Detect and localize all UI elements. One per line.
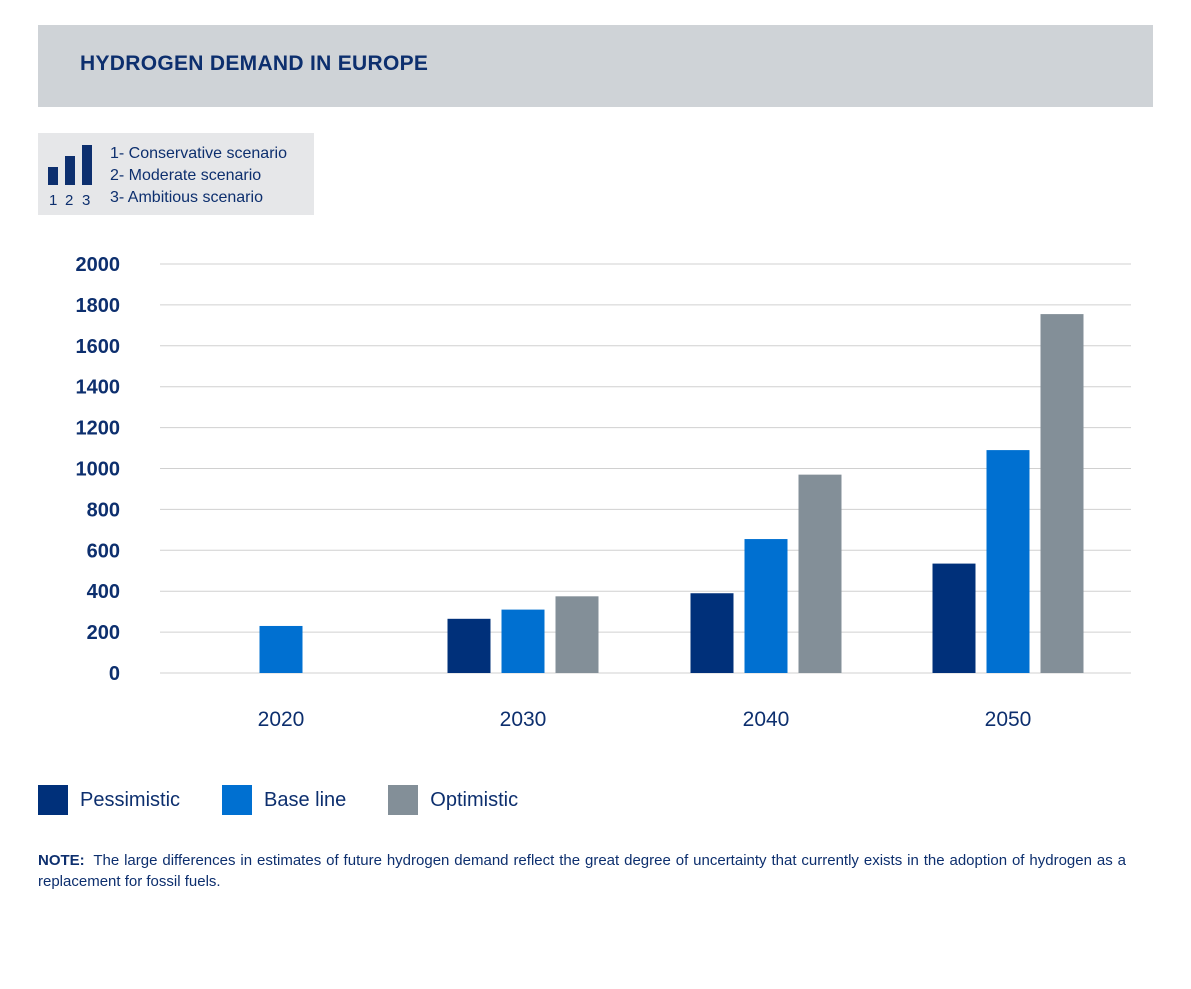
scenario-number-3: 3 <box>82 192 91 209</box>
y-tick-label-200: 200 <box>87 622 120 644</box>
bar-chart: 0 200 400 600 800 1000 1200 1400 1600 1800 2000 202… <box>76 254 1131 731</box>
scenario-icon-bar-1 <box>48 167 58 185</box>
legend-label-base-line: Base line <box>264 788 347 811</box>
footnote-label: NOTE: <box>38 852 85 869</box>
x-tick-label-2020: 2020 <box>258 708 305 731</box>
legend-label-pessimistic: Pessimistic <box>80 788 181 811</box>
y-tick-label-1800: 1800 <box>76 295 121 317</box>
y-tick-label-1600: 1600 <box>76 336 121 358</box>
y-tick-label-800: 800 <box>87 499 120 521</box>
legend-swatch-base-line <box>222 785 253 815</box>
bar-base-line-2030 <box>501 609 545 673</box>
y-tick-label-1200: 1200 <box>76 418 121 440</box>
y-tick-label-1400: 1400 <box>76 377 121 399</box>
legend-item-optimistic: Optimistic <box>388 785 518 815</box>
y-tick-label-400: 400 <box>87 581 120 603</box>
scenario-icon-bar-2 <box>65 156 75 185</box>
chart-title: HYDROGEN DEMAND IN EUROPE <box>80 52 429 75</box>
y-tick-label-2000: 2000 <box>76 254 121 276</box>
scenario-line-moderate: 2- Moderate scenario <box>110 167 262 184</box>
legend-swatch-pessimistic <box>38 785 68 815</box>
x-tick-label-2030: 2030 <box>500 708 547 731</box>
legend-item-pessimistic: Pessimistic <box>38 785 180 815</box>
scenario-icon-bar-3 <box>82 145 92 185</box>
scenario-line-conservative: 1- Conservative scenario <box>110 145 287 162</box>
bar-pessimistic-2040 <box>690 593 734 673</box>
title-bar: HYDROGEN DEMAND IN EUROPE <box>38 25 1153 107</box>
scenario-key: 1 2 3 1- Conservative scenario 2- Modera… <box>38 133 314 215</box>
scenario-line-ambitious: 3- Ambitious scenario <box>110 189 263 206</box>
scenario-number-2: 2 <box>65 192 74 209</box>
scenario-number-1: 1 <box>49 192 58 209</box>
legend-swatch-optimistic <box>388 785 419 815</box>
x-tick-label-2040: 2040 <box>743 708 790 731</box>
footnote: NOTE: The large differences in estimates… <box>38 850 1126 892</box>
chart-legend: Pessimistic Base line Optimistic <box>38 785 560 815</box>
bar-base-line-2050 <box>986 450 1030 673</box>
bar-optimistic-2050 <box>1040 314 1084 673</box>
scenario-list: 1- Conservative scenario 2- Moderate sce… <box>110 143 287 209</box>
bar-base-line-2020 <box>259 625 303 673</box>
bar-pessimistic-2030 <box>447 618 491 673</box>
y-tick-label-0: 0 <box>109 663 120 685</box>
bar-optimistic-2030 <box>555 596 599 673</box>
bar-pessimistic-2050 <box>932 563 976 673</box>
footnote-text: The large differences in estimates of fu… <box>38 852 1126 890</box>
x-tick-label-2050: 2050 <box>985 708 1032 731</box>
y-tick-label-1000: 1000 <box>76 459 121 481</box>
legend-item-base-line: Base line <box>222 785 346 815</box>
bar-base-line-2040 <box>744 539 788 673</box>
bar-optimistic-2040 <box>798 474 842 673</box>
legend-label-optimistic: Optimistic <box>430 788 519 811</box>
bar-chart-icon: 1 2 3 <box>46 143 100 209</box>
y-tick-label-600: 600 <box>87 540 120 562</box>
